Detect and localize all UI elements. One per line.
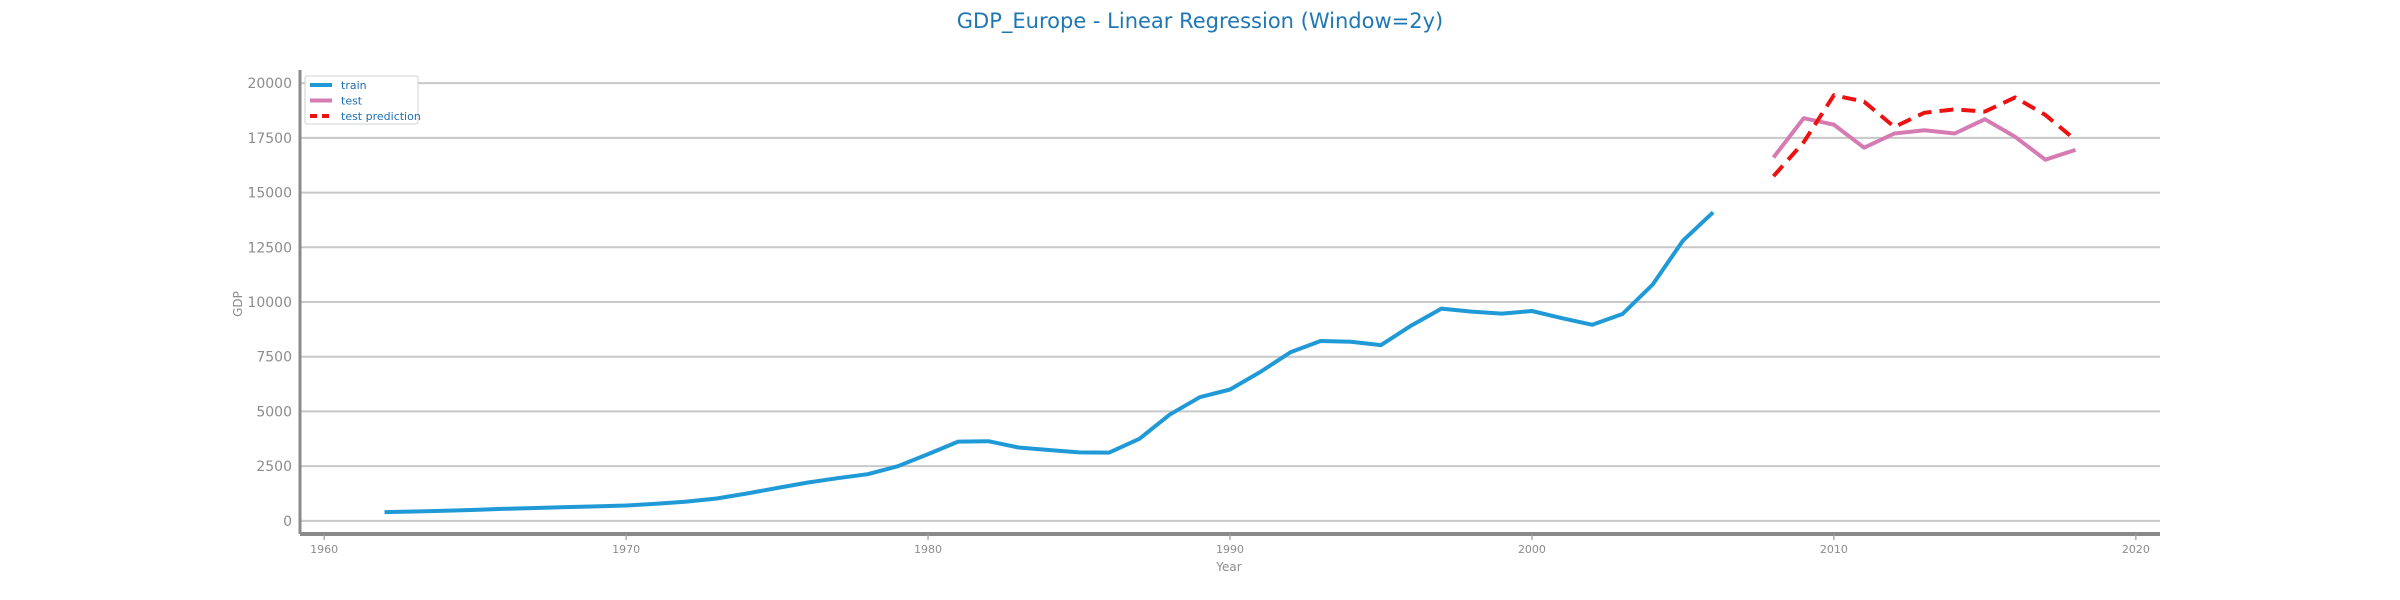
legend-box <box>304 75 419 125</box>
x-tick-label: 2020 <box>2122 543 2150 556</box>
series-line-test-prediction <box>1772 93 2077 178</box>
x-tick-labels: 1960 1970 1980 1990 2000 2010 2020 <box>310 534 2150 556</box>
y-tick-label: 17500 <box>247 131 292 147</box>
y-tick-label: 10000 <box>247 295 292 311</box>
y-tick-label: 12500 <box>247 240 292 256</box>
y-tick-label: 5000 <box>256 404 292 420</box>
y-tick-label: 2500 <box>256 459 292 475</box>
x-axis-label: Year <box>1215 560 1241 574</box>
y-tick-label: 20000 <box>247 76 292 92</box>
y-tick-label: 7500 <box>256 350 292 366</box>
series-line-train <box>384 210 1715 515</box>
x-tick-label: 1960 <box>310 543 338 556</box>
y-tick-labels: 0 2500 5000 7500 10000 12500 15000 17500 20000 <box>247 76 292 530</box>
x-tick-label: 1980 <box>914 543 942 556</box>
series-line-test <box>1771 116 2077 162</box>
series-lines <box>384 93 2077 515</box>
x-tick-label: 2010 <box>1820 543 1848 556</box>
y-tick-label: 15000 <box>247 186 292 202</box>
legend: train test test prediction <box>304 75 421 125</box>
x-tick-label: 2000 <box>1518 543 1546 556</box>
x-tick-label: 1970 <box>612 543 640 556</box>
chart-title: GDP_Europe - Linear Regression (Window=2… <box>957 9 1443 34</box>
legend-label: test prediction <box>341 110 421 123</box>
y-axis-label: GDP <box>231 291 245 317</box>
x-tick-label: 1990 <box>1216 543 1244 556</box>
legend-label: train <box>341 79 367 92</box>
legend-label: test <box>341 95 363 108</box>
grid-lines <box>300 82 2160 522</box>
y-tick-label: 0 <box>283 514 292 530</box>
